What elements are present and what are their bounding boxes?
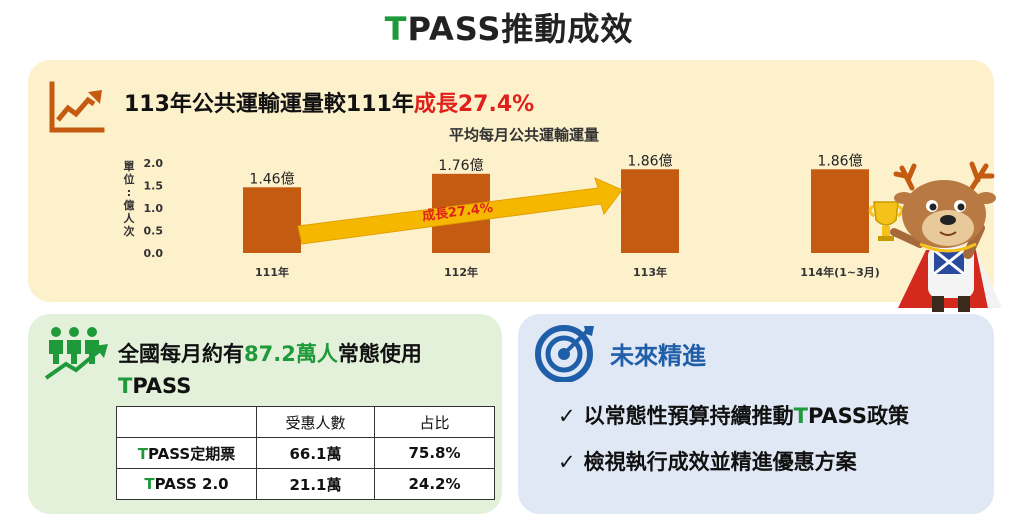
data-label: 1.46億 <box>249 171 294 187</box>
future-item-pre: 檢視執行成效並精進優惠方案 <box>583 450 857 474</box>
y-tick-label: 1.5 <box>144 180 164 193</box>
y-tick-label: 1.0 <box>144 202 164 215</box>
y-axis-label-char: 人 <box>124 211 136 225</box>
data-label: 1.86億 <box>817 153 862 169</box>
bar <box>621 169 679 253</box>
x-tick-label: 113年 <box>633 265 667 279</box>
data-labels: 1.46億 1.76億 1.86億 1.86億 <box>249 153 862 187</box>
data-label: 1.76億 <box>438 158 483 174</box>
target-icon <box>535 325 594 382</box>
future-item-pre: 以常態性預算持續推動 <box>583 404 794 428</box>
users-line1-pre: 全國每月約有 <box>118 342 244 366</box>
trend-up-icon <box>49 81 105 133</box>
users-line1-post: 常態使用 <box>337 342 422 366</box>
title-rest: PASS推動成效 <box>407 10 634 48</box>
table-header-cell <box>116 406 257 438</box>
future-item: ✓ 檢視執行成效並精進優惠方案 <box>558 446 857 476</box>
users-line1-highlight: 87.2萬人 <box>244 342 338 366</box>
y-tick-label: 2.0 <box>144 157 164 170</box>
future-heading: 未來精進 <box>610 342 706 370</box>
table-cell-count: 66.1萬 <box>256 437 375 469</box>
title-prefix: T <box>384 10 408 48</box>
label-prefix: T <box>137 444 149 463</box>
table-row: TPASS 2.0 21.1萬 24.2% <box>116 468 495 500</box>
table-row: TPASS定期票 66.1萬 75.8% <box>116 437 495 469</box>
future-item-highlight: T <box>793 404 808 428</box>
deer-mascot-trophy-icon <box>868 161 1002 312</box>
y-tick-label: 0.0 <box>144 247 164 260</box>
users-summary-line1: 全國每月約有87.2萬人常態使用 <box>118 338 422 370</box>
future-panel <box>518 314 994 514</box>
bar <box>243 187 301 253</box>
bar-chart: 單位:億人次 0.00.51.01.52.0 成長27.4% 111年 112年 1… <box>124 153 880 279</box>
bar <box>811 169 869 253</box>
y-axis-ticks: 0.0 0.5 1.0 1.5 2.0 <box>144 157 164 260</box>
chart-title: 平均每月公共運輸運量 <box>448 126 599 144</box>
label-rest: PASS 2.0 <box>154 475 229 493</box>
x-tick-label: 112年 <box>444 265 478 279</box>
future-item-post: PASS政策 <box>807 404 909 428</box>
headline-main: 113年公共運輸運量較111年 <box>124 92 414 117</box>
table-header-cell: 受惠人數 <box>256 406 375 438</box>
users-summary-line2: TPASS <box>118 370 422 402</box>
table-header-row: 受惠人數 占比 <box>116 406 495 438</box>
table-cell-count: 21.1萬 <box>256 468 375 500</box>
table-cell-share: 24.2% <box>374 468 495 500</box>
x-tick-label: 111年 <box>255 265 289 279</box>
data-label: 1.86億 <box>627 153 672 169</box>
users-summary: 全國每月約有87.2萬人常態使用 TPASS <box>118 338 422 402</box>
users-line2-rest: PASS <box>132 374 192 398</box>
future-item: ✓ 以常態性預算持續推動TPASS政策 <box>558 400 909 430</box>
x-axis-labels: 111年 112年 113年 114年(1~3月) <box>255 265 880 279</box>
label-rest: PASS定期票 <box>148 444 236 463</box>
table-header-cell: 占比 <box>374 406 495 438</box>
y-axis-label-char: : <box>127 186 131 199</box>
y-axis-label-char: 位 <box>124 172 135 186</box>
headline-highlight: 成長27.4% <box>413 92 535 117</box>
y-tick-label: 0.5 <box>144 225 164 238</box>
table-row-label: TPASS定期票 <box>116 437 257 469</box>
bars <box>243 169 869 253</box>
y-axis-label: 單位:億人次 <box>124 160 136 238</box>
page-title: TPASS推動成效 <box>0 4 1018 50</box>
people-growth-icon <box>44 327 108 380</box>
users-line2-prefix: T <box>118 374 133 398</box>
y-axis-label-char: 單 <box>124 160 135 173</box>
check-icon: ✓ <box>558 450 576 474</box>
check-icon: ✓ <box>558 404 576 428</box>
table-cell-share: 75.8% <box>374 437 495 469</box>
beneficiary-table: 受惠人數 占比 TPASS定期票 66.1萬 75.8% TPASS 2.0 2… <box>116 406 495 500</box>
x-tick-label: 114年(1~3月) <box>800 265 880 279</box>
table-row-label: TPASS 2.0 <box>116 468 257 500</box>
y-axis-label-char: 億 <box>124 198 135 212</box>
label-prefix: T <box>144 475 155 493</box>
y-axis-label-char: 次 <box>124 224 135 238</box>
growth-headline: 113年公共運輸運量較111年成長27.4% <box>124 86 534 118</box>
